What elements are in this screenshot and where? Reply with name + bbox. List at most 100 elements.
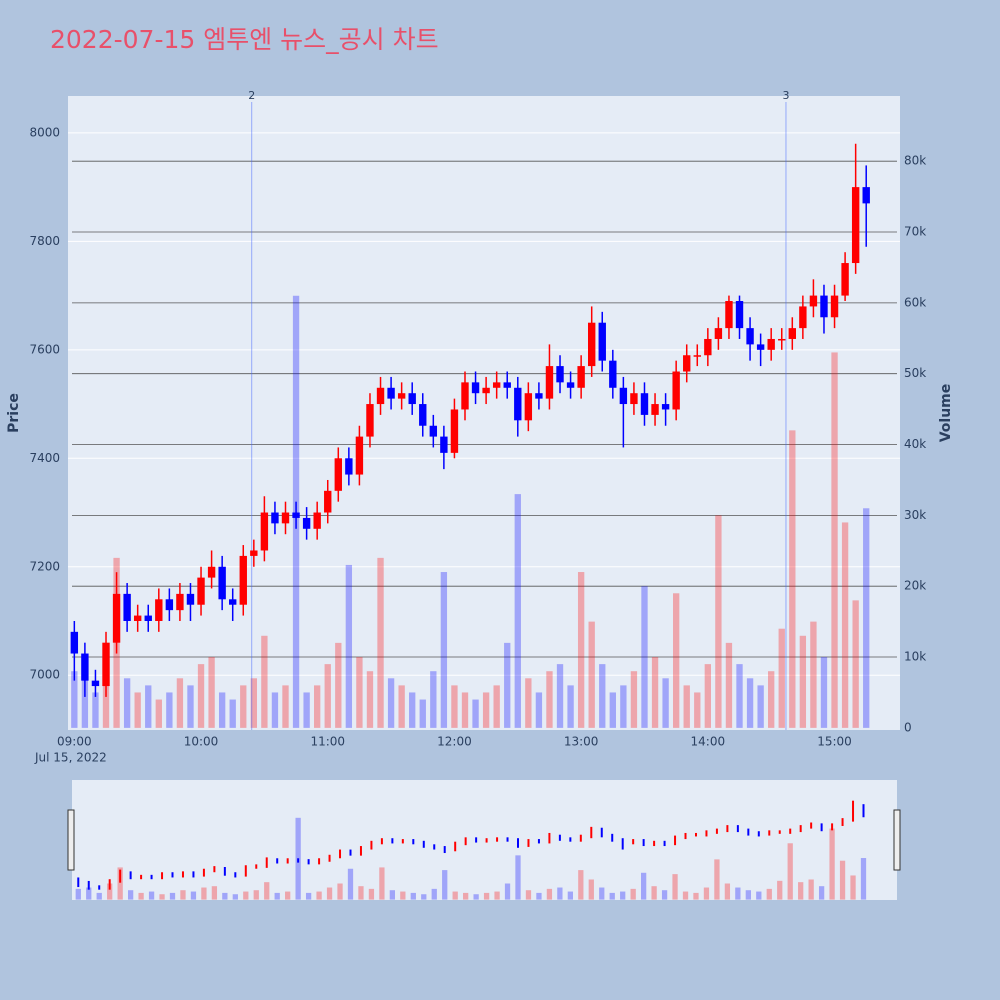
candle-body	[397, 393, 406, 399]
slider-volume-bar	[756, 891, 762, 900]
volume-bar	[345, 564, 353, 728]
y-tick-label: 8000	[29, 125, 60, 139]
volume-bar	[356, 657, 363, 728]
slider-volume-bar	[808, 879, 814, 900]
slider-volume-bar	[86, 887, 92, 900]
volume-bar	[92, 692, 99, 728]
volume-bar	[282, 685, 289, 728]
volume-bar	[71, 671, 78, 728]
candle-body	[588, 322, 596, 367]
volume-bar	[588, 621, 595, 728]
candle-body	[704, 338, 712, 356]
slider-volume-bar	[347, 868, 354, 900]
slider-volume-bar	[483, 892, 490, 900]
slider-volume-bar	[117, 867, 123, 900]
candle-body	[841, 263, 849, 296]
slider-volume-bar	[557, 887, 563, 900]
slider-volume-bar	[326, 887, 333, 900]
candle-body	[70, 631, 79, 654]
slider-volume-bar	[169, 892, 176, 900]
volume-bar	[662, 678, 669, 728]
candle-body	[809, 295, 818, 307]
volume-bar	[672, 593, 680, 728]
range-slider[interactable]	[72, 780, 897, 900]
candle-body	[820, 295, 828, 318]
volume-bar	[461, 692, 469, 728]
slider-volume-bar	[703, 887, 710, 900]
slider-volume-bar	[243, 891, 249, 900]
slider-volume-bar	[525, 890, 532, 900]
candle-body	[630, 393, 638, 405]
candle-body	[345, 458, 353, 475]
volume-bar	[271, 692, 279, 728]
annotation-label: 2	[248, 89, 255, 102]
y2-tick-label: 20k	[904, 579, 926, 593]
volume-bar	[852, 600, 859, 728]
candle-body	[756, 344, 765, 350]
slider-volume-bar	[400, 891, 406, 900]
y-tick-label: 7800	[29, 234, 60, 248]
slider-volume-bar	[787, 843, 793, 900]
plot-layer: 7000 7200 7400 7600 7800 8000 0 10k 20k 30k 40k 50k…	[29, 89, 926, 900]
candle-body	[461, 382, 469, 410]
chart-title: 2022-07-15 엠투엔 뉴스_공시 차트	[50, 25, 439, 54]
candle-body	[292, 512, 300, 518]
y2-tick-label: 60k	[904, 295, 926, 309]
candle-body	[471, 382, 480, 394]
slider-volume-bar	[190, 891, 197, 900]
volume-bar	[694, 692, 701, 728]
volume-bar	[430, 671, 437, 728]
slider-volume-bar	[515, 855, 521, 900]
slider-volume-bar	[358, 886, 364, 900]
y-tick-label: 7400	[29, 451, 60, 465]
volume-bar	[514, 494, 521, 728]
slider-volume-bar	[735, 887, 741, 900]
volume-bar	[387, 678, 395, 728]
slider-volume-bar	[431, 888, 437, 900]
candle-body	[133, 615, 142, 621]
slider-volume-bar	[777, 880, 783, 900]
volume-bar	[683, 685, 690, 728]
volume-bar	[377, 557, 384, 728]
volume-bar	[757, 685, 764, 728]
plot-area	[68, 96, 900, 730]
candle-body	[112, 593, 121, 643]
slider-volume-bar	[630, 888, 636, 900]
slider-volume-bar	[222, 892, 228, 900]
slider-volume-bar	[860, 858, 867, 900]
volume-bar	[820, 657, 828, 728]
slider-volume-bar	[661, 890, 668, 900]
slider-volume-bar	[724, 883, 731, 900]
slider-volume-bar	[504, 883, 511, 900]
volume-bar	[799, 635, 807, 728]
candle-body	[155, 599, 163, 621]
volume-bar	[725, 642, 733, 728]
volume-bar	[218, 692, 226, 728]
candle-body	[186, 593, 195, 605]
y2-tick-label: 40k	[904, 437, 926, 451]
candle-body	[123, 593, 131, 621]
y2-tick-label: 70k	[904, 225, 926, 239]
volume-bar	[630, 671, 638, 728]
slider-volume-bar	[410, 892, 416, 900]
slider-volume-bar	[138, 892, 144, 900]
candle-body	[683, 355, 691, 372]
volume-bar	[493, 685, 500, 728]
y-tick-label: 7200	[29, 559, 60, 573]
slider-volume-bar	[201, 887, 207, 900]
slider-volume-bar	[672, 874, 678, 900]
slider-handle[interactable]	[893, 809, 901, 871]
volume-bar	[535, 692, 543, 728]
slider-volume-bar	[379, 867, 385, 900]
candle-body	[176, 593, 184, 611]
volume-bar	[208, 657, 215, 728]
slider-volume-bar	[536, 892, 542, 900]
candle-body	[799, 306, 807, 329]
slider-handle[interactable]	[67, 809, 75, 871]
candle-body	[239, 555, 247, 605]
slider-volume-bar	[316, 891, 322, 900]
slider-volume-bar	[389, 890, 396, 900]
slider-volume-bar	[829, 828, 835, 900]
slider-volume-bar	[640, 872, 647, 900]
candle-body	[419, 404, 427, 426]
